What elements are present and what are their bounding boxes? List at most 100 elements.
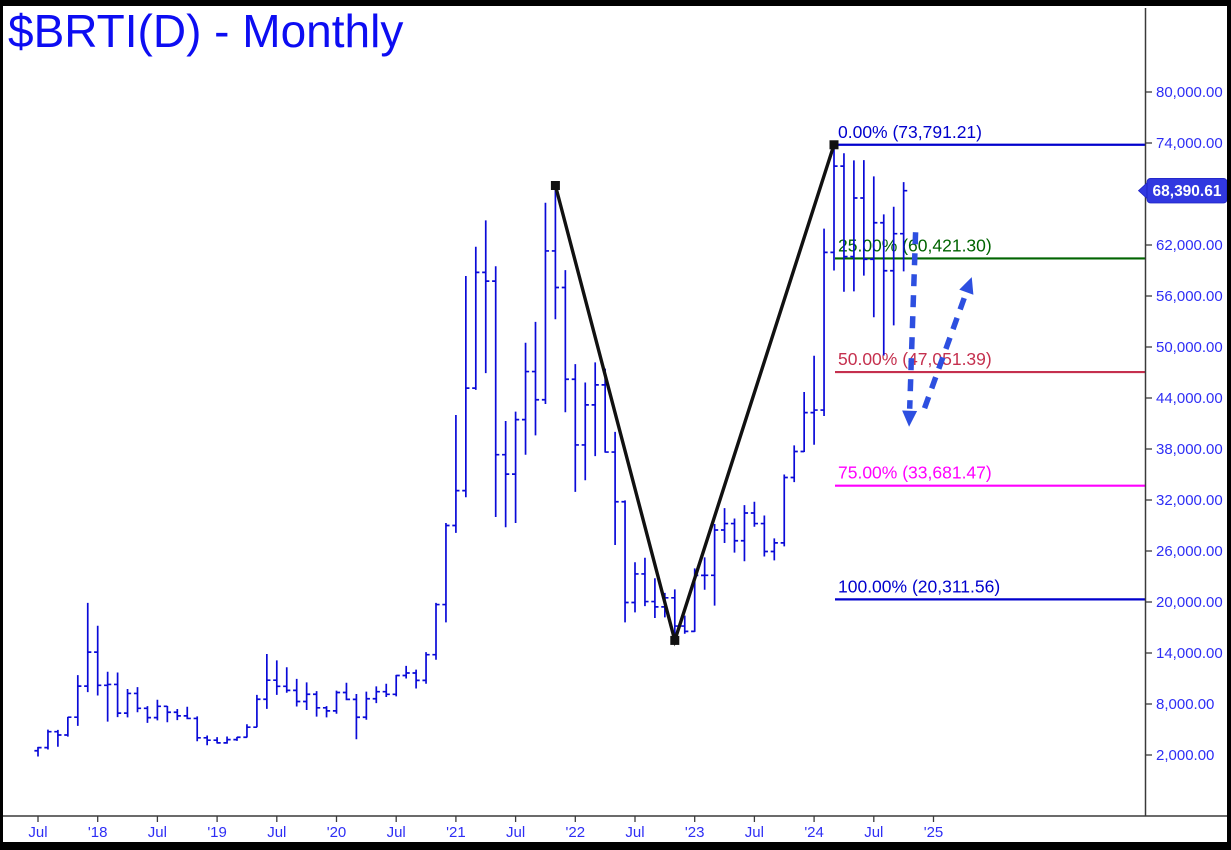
ohlc-bar <box>64 716 72 737</box>
ohlc-bar <box>402 665 410 679</box>
ohlc-bar <box>631 562 639 613</box>
ohlc-bar <box>591 362 599 457</box>
ohlc-bar <box>442 522 450 623</box>
ohlc-bar <box>422 652 430 684</box>
pivot-marker <box>829 140 839 150</box>
ohlc-bar <box>492 266 500 517</box>
fib-level-label: 25.00% (60,421.30) <box>838 235 992 255</box>
ohlc-bar <box>233 736 241 741</box>
ohlc-bar <box>900 182 908 272</box>
ohlc-bar <box>432 602 440 660</box>
x-axis-label: '24 <box>804 824 824 841</box>
price-bars <box>34 144 908 757</box>
chart-title: $BRTI(D) - Monthly <box>8 5 404 57</box>
ohlc-bar <box>273 660 281 695</box>
forecast-arrow-down <box>902 232 919 427</box>
ohlc-bar <box>830 144 838 271</box>
ohlc-bar <box>44 729 52 750</box>
x-axis-label: Jul <box>267 824 286 841</box>
ohlc-bar <box>681 615 689 634</box>
ohlc-bar <box>322 706 331 718</box>
ohlc-bar <box>412 669 420 689</box>
ohlc-bar <box>213 737 221 744</box>
ohlc-bar <box>472 246 480 390</box>
y-axis-label: 62,000.00 <box>1156 237 1223 254</box>
ohlc-bar <box>760 515 768 557</box>
arrow-head <box>959 277 974 295</box>
ohlc-bar <box>502 420 510 528</box>
ohlc-bar <box>860 160 868 276</box>
x-axis-label: '19 <box>207 824 227 841</box>
ohlc-bar <box>123 689 132 718</box>
y-axis-label: 44,000.00 <box>1156 390 1223 407</box>
ohlc-bar <box>810 355 818 445</box>
ohlc-bar <box>720 508 729 544</box>
ohlc-bar <box>223 736 231 744</box>
x-axis-label: Jul <box>745 824 764 841</box>
y-axis-label: 26,000.00 <box>1156 543 1223 560</box>
pivot-marker <box>550 181 560 190</box>
fib-level-label: 50.00% (47,051.39) <box>838 349 992 369</box>
pivot-marker <box>670 635 680 645</box>
ohlc-bar <box>780 474 788 547</box>
ohlc-bar <box>163 705 171 723</box>
y-axis-label: 74,000.00 <box>1156 135 1223 152</box>
x-axis-label: '20 <box>327 824 347 841</box>
x-axis-label: Jul <box>28 824 47 841</box>
ohlc-bar <box>512 411 520 523</box>
ohlc-bar <box>800 392 808 453</box>
ohlc-bar <box>153 699 161 721</box>
ohlc-bar <box>243 724 251 739</box>
forecast-arrows <box>902 232 974 427</box>
ohlc-bar <box>541 202 550 405</box>
ohlc-bar <box>382 683 390 697</box>
ohlc-bar <box>203 735 211 746</box>
ohlc-bar <box>352 694 360 740</box>
x-axis-label: Jul <box>148 824 167 841</box>
ohlc-bar <box>173 709 181 721</box>
x-axis-label: '25 <box>924 824 944 841</box>
ohlc-bar <box>84 602 92 693</box>
fib-level-75: 75.00% (33,681.47) <box>835 463 1145 487</box>
y-axis-label: 32,000.00 <box>1156 492 1223 509</box>
fib-level-label: 75.00% (33,681.47) <box>838 463 992 483</box>
ohlc-bar <box>531 321 540 436</box>
ohlc-bar <box>392 674 400 697</box>
ohlc-bar <box>74 675 82 726</box>
ohlc-bar <box>651 578 659 618</box>
fib-level-25: 25.00% (60,421.30) <box>835 235 1145 260</box>
y-axis-label: 56,000.00 <box>1156 288 1223 305</box>
ohlc-bar <box>283 667 291 693</box>
y-axis-label: 20,000.00 <box>1156 594 1223 611</box>
ohlc-bar <box>362 691 370 720</box>
x-axis-label: Jul <box>625 824 644 841</box>
impulse-line <box>550 140 839 647</box>
ohlc-bar <box>740 505 749 562</box>
ohlc-bar <box>342 682 351 701</box>
x-axis-label: '22 <box>566 824 586 841</box>
price-tag-pointer <box>1137 181 1148 200</box>
ohlc-bar <box>263 654 271 709</box>
ohlc-bar <box>183 706 191 720</box>
screen-edge-bottom <box>0 842 1231 850</box>
ohlc-bar <box>253 694 261 729</box>
ohlc-bar <box>104 671 112 722</box>
ohlc-bar <box>133 687 142 713</box>
impulse-polyline <box>553 144 836 647</box>
ohlc-bar <box>870 176 878 318</box>
fib-level-0: 0.00% (73,791.21) <box>835 122 1145 146</box>
x-axis-label: '18 <box>88 824 108 841</box>
y-axis-label: 8,000.00 <box>1156 696 1214 713</box>
fib-level-label: 0.00% (73,791.21) <box>838 122 982 142</box>
axes: 80,000.00 74,000.00 62,000.00 56,000.00 50,0… <box>0 8 1227 841</box>
ohlc-bar <box>372 686 380 704</box>
ohlc-bar <box>313 691 321 717</box>
ohlc-bar <box>561 270 569 413</box>
x-axis-label: Jul <box>506 824 525 841</box>
screen-edge-left <box>0 0 3 850</box>
ohlc-bar <box>482 220 490 374</box>
y-axis-label: 14,000.00 <box>1156 645 1223 662</box>
ohlc-bar <box>711 523 719 606</box>
ohlc-bar <box>701 557 709 590</box>
